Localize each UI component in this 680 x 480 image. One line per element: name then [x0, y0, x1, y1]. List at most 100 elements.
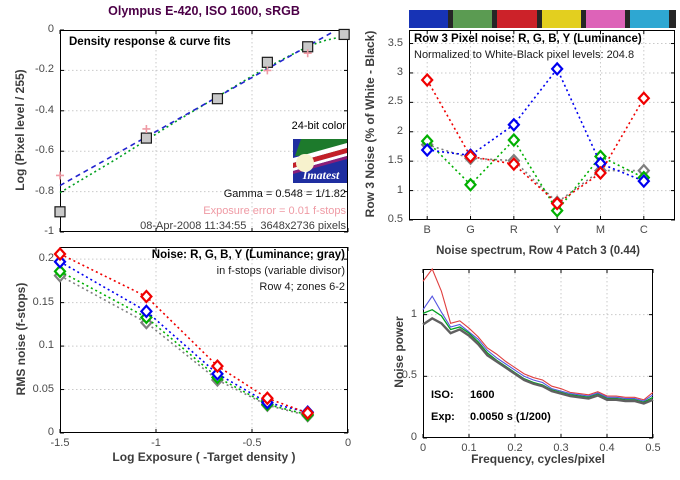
marker-diamond-R — [464, 149, 478, 164]
patch-colorbar — [409, 10, 676, 28]
marker-diamond-R — [53, 246, 67, 262]
marker-square-measured-patches — [54, 206, 66, 218]
marker-diamond-R — [507, 156, 521, 172]
tick-label: 0 — [47, 426, 54, 438]
pixel-noise-plot — [409, 30, 675, 221]
series-line-B — [427, 67, 645, 182]
noise-spectrum-y-axis-label: Noise power — [392, 316, 406, 388]
marker-square-measured-patches — [338, 28, 350, 41]
marker-diamond-B — [420, 142, 434, 158]
tick-label: 0.05 — [32, 382, 54, 395]
tick-label: 3 — [396, 65, 403, 78]
colorbar-patch — [409, 10, 449, 28]
colorbar-patch — [453, 10, 493, 28]
marker-plus-exposure-markers — [303, 49, 312, 58]
logo-moon-icon — [296, 154, 314, 172]
plot-frame — [60, 30, 348, 232]
series-line-B — [422, 295, 654, 402]
marker-diamond-B — [507, 117, 521, 132]
rms-noise-y-axis-label: RMS noise (f-stops) — [14, 282, 28, 396]
series-line-R — [422, 267, 654, 401]
marker-diamond-R — [139, 289, 153, 304]
pixel-noise-y-axis-label: Row 3 Noise (% of White - Black) — [363, 30, 377, 218]
colorbar-patch — [541, 10, 581, 28]
marker-plus-exposure-markers — [263, 66, 272, 75]
noise-spectrum-title: Noise spectrum, Row 4 Patch 3 (0.44) — [436, 245, 640, 257]
colorbar-patch — [585, 10, 625, 28]
tick-label: 0 — [47, 23, 54, 35]
colorbar-patch — [629, 10, 670, 28]
rms-noise-plot — [53, 246, 349, 434]
marker-square-measured-patches — [211, 93, 224, 105]
colorbar-patch — [497, 10, 537, 28]
series-line-Y-luminance — [59, 274, 308, 417]
tick-label: R — [509, 224, 518, 236]
tick-label: C — [639, 224, 648, 236]
marker-diamond-B — [210, 366, 224, 382]
iso-value: 1600 — [470, 389, 495, 401]
marker-square-measured-patches — [140, 132, 153, 144]
series-line-Y-luminance — [422, 316, 654, 405]
series-line-R — [426, 79, 645, 205]
tick-label: 3.5 — [387, 36, 403, 49]
series-line-curve-fit-1st-order — [59, 30, 335, 187]
marker-diamond-G — [507, 132, 521, 148]
plot-frame — [60, 247, 348, 433]
tick-label: 1.5 — [387, 154, 403, 167]
tick-label: -0.4 — [35, 103, 54, 116]
marker-diamond-R — [420, 72, 434, 88]
rms-noise-x-axis-label: Log Exposure ( -Target density ) — [112, 450, 296, 464]
marker-diamond-G — [464, 177, 478, 192]
tick-label: -0.5 — [242, 437, 262, 449]
marker-diamond-B — [139, 304, 153, 319]
noise-spectrum-plot — [422, 267, 654, 439]
series-line-G — [59, 270, 308, 416]
tick-label: Y — [553, 224, 561, 236]
imatest-logo: Imatest — [293, 139, 347, 183]
tick-label: G — [466, 224, 475, 236]
tick-label: 0.1 — [461, 442, 477, 454]
density-y-axis-label: Log (Pixel level / 255) — [13, 69, 27, 191]
tick-label: 2.5 — [387, 95, 403, 108]
marker-plus-exposure-markers — [142, 124, 151, 133]
marker-diamond-R — [593, 165, 607, 181]
exposure-value: 0.0050 s (1/200) — [470, 411, 551, 423]
noise-spectrum-x-axis-label: Frequency, cycles/pixel — [471, 452, 605, 466]
tick-label: 2 — [396, 124, 403, 137]
logo-wordmark: Imatest — [302, 168, 340, 182]
tick-label: -0.8 — [35, 184, 54, 197]
marker-diamond-R — [550, 196, 564, 211]
marker-diamond-B — [637, 174, 651, 189]
plot-frame — [409, 30, 675, 220]
tick-label: 0 — [419, 442, 427, 454]
tick-label: 1 — [410, 307, 417, 320]
tick-label: B — [423, 224, 431, 236]
density-response-plot — [54, 28, 350, 233]
figure-title: Olympus E-420, ISO 1600, sRGB — [108, 4, 300, 18]
tick-label: 0.5 — [387, 213, 403, 225]
marker-diamond-B — [53, 254, 67, 269]
series-line-G — [426, 138, 645, 212]
marker-diamond-R — [210, 358, 224, 374]
exposure-readout: Exp: 0.0050 s (1/200) — [431, 411, 551, 423]
series-line-curve-fit-2nd-order — [59, 35, 349, 194]
tick-label: 0.15 — [32, 295, 54, 308]
marker-diamond-R — [637, 91, 651, 106]
marker-plus-exposure-markers — [56, 171, 64, 180]
tick-label: 0.4 — [599, 442, 615, 454]
tick-label: 0.2 — [507, 442, 523, 454]
tick-label: -0.6 — [35, 144, 54, 157]
series-line-B — [59, 261, 308, 413]
tick-label: -1 — [151, 437, 161, 449]
marker-square-measured-patches — [261, 56, 273, 68]
plot-frame — [423, 269, 653, 438]
tick-label: 0.2 — [38, 252, 54, 265]
marker-diamond-R — [301, 405, 315, 421]
iso-label: ISO: — [431, 389, 454, 401]
tick-label: -0.2 — [35, 63, 54, 76]
tick-label: 0 — [410, 431, 417, 443]
tick-label: -1.5 — [50, 437, 70, 449]
tick-label: 0.5 — [645, 442, 661, 454]
marker-diamond-R — [260, 391, 274, 406]
